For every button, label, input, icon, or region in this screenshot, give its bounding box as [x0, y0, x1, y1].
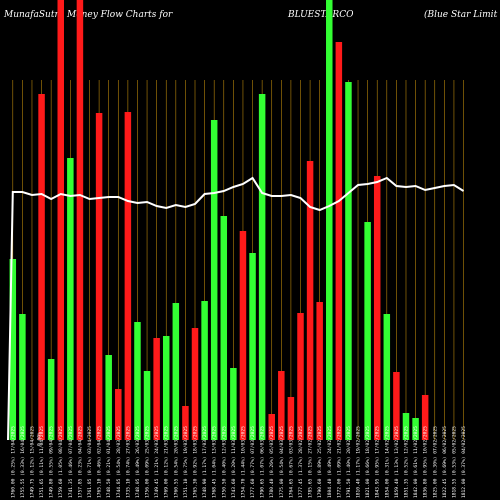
x-tick-label: 1843.95 (0.95%) 17/02/2025: [375, 426, 381, 498]
bar: [316, 302, 323, 440]
bar: [210, 120, 218, 440]
x-tick-label: 1772.00 (1.09%) 21/02/2025: [336, 426, 342, 498]
x-tick-label: 1818.55 (0.53%) 05/02/2025: [451, 426, 457, 498]
bar: [278, 371, 285, 440]
x-tick-label: 1804.40 (0.49%) 24/02/2025: [327, 426, 333, 498]
bar: [249, 253, 256, 440]
chart-title-left: MunafaSutra Money Flow Charts for: [4, 10, 173, 20]
x-tick-label: 1735.10 (0.74%) 27/03/2025: [125, 426, 131, 498]
x-tick-label: 1777.45 (1.37%) 28/02/2025: [298, 426, 304, 498]
x-tick-label: 1859.40 (1.13%) 13/02/2025: [394, 426, 400, 498]
x-tick-label: 1749.80 (0.55%) 09/04/2025: [49, 426, 55, 498]
bar: [19, 314, 26, 440]
x-tick-label: 1790.60 (0.89%) 25/02/2025: [317, 426, 323, 498]
bar: [335, 42, 343, 440]
x-tick-label: 1768.45 (1.04%) 13/03/2025: [212, 426, 218, 498]
x-tick-label: 1751.10 (0.75%) 19/03/2025: [183, 426, 189, 498]
x-tick-label: 1821.00 (0.66%) 18/02/2025: [365, 426, 371, 498]
x-tick-label: 1760.55 (0.54%) 20/03/2025: [173, 426, 179, 498]
bar: [412, 418, 419, 440]
bar: [201, 301, 208, 440]
x-tick-label: 1741.35 (0.46%) 07/04/2025: [68, 426, 74, 498]
x-tick-label: 1765.10 (0.46%) 02/04/2025: [97, 426, 103, 498]
x-tick-label: 1757.85 (0.23%) 04/04/2025: [77, 426, 83, 498]
x-tick-label: 1769.00 (0.12%) 21/03/2025: [164, 426, 170, 498]
bar: [287, 397, 295, 440]
bar: [162, 336, 170, 440]
x-tick-label: 1744.85 (0.54%) 28/03/2025: [116, 426, 122, 498]
x-tick-label: 1785.65 (0.15%) 27/02/2025: [308, 426, 314, 498]
x-tick-label: 1764.65 (0.67%) 03/03/2025: [288, 426, 294, 498]
x-tick-label: 1790.65 (1.07%) 06/03/2025: [260, 426, 266, 498]
x-tick-label: 1743.60 (0.20%) 11/03/2025: [231, 426, 237, 498]
bar: [230, 368, 237, 440]
bar: [182, 406, 189, 440]
bar: [153, 338, 160, 440]
bar: [220, 216, 228, 440]
x-tick-label: 1851.35 (0.52%) 12/02/2025: [403, 426, 409, 498]
x-tick-label: 1812.00 (0.37%) 04/02/2025: [461, 426, 467, 498]
bar: [373, 176, 381, 440]
x-tick-label: 1810.40 (1.17%) 19/02/2025: [356, 426, 362, 498]
bar: [9, 259, 17, 440]
first-change-note: 0.00%: [36, 432, 42, 446]
bar: [76, 0, 84, 440]
bar: [95, 113, 103, 440]
bar: [393, 372, 400, 440]
bar: [364, 222, 371, 440]
x-tick-label: 1748.50 (0.21%) 01/04/2025: [106, 426, 112, 498]
bar: [421, 395, 429, 440]
bar: [383, 314, 391, 440]
bar: [268, 414, 275, 440]
bar: [172, 303, 180, 440]
x-tick-label: 1775.00 (0.54%) 04/03/2025: [279, 426, 285, 498]
bars: [9, 0, 429, 440]
x-tick-label: 1825.00 (0.30%) 07/02/2025: [432, 426, 438, 498]
bar: [258, 94, 266, 440]
bar: [134, 322, 141, 440]
x-tick-label: 1748.90 (1.17%) 17/03/2025: [202, 426, 208, 498]
x-tick-label: 1836.80 (0.95%) 10/02/2025: [423, 426, 429, 498]
x-axis-labels: 1760.00 (0.25%) 17/04/2025 1755.55 (0.33%…: [10, 426, 467, 498]
bar: [47, 359, 55, 440]
bar: [402, 413, 410, 440]
bar: [326, 0, 333, 440]
chart-title-symbol: BLUESTARCO: [288, 10, 354, 20]
x-tick-label: 1755.55 (0.33%) 16/04/2025: [20, 426, 26, 498]
bar: [306, 161, 314, 440]
bar: [38, 94, 45, 440]
x-tick-label: 1822.45 (0.69%) 06/02/2025: [442, 426, 448, 498]
bar: [67, 158, 74, 440]
x-tick-label: 1754.70 (1.44%) 10/03/2025: [240, 426, 246, 498]
x-tick-label: 1765.30 (0.92%) 18/03/2025: [193, 426, 199, 498]
bar: [105, 355, 112, 440]
x-tick-label: 1749.75 (0.12%) 15/04/2025: [29, 426, 35, 498]
money-flow-line: [7, 176, 465, 441]
x-tick-label: 1756.00 (0.09%) 25/03/2025: [145, 426, 151, 498]
x-tick-label: 1750.50 (0.40%) 12/03/2025: [221, 426, 227, 498]
x-tick-label: 1749.45 (1.21%) 24/03/2025: [154, 426, 160, 498]
x-tick-label: 1854.00 (0.31%) 14/02/2025: [384, 426, 390, 498]
x-tick-label: 1761.85 (0.71%) 03/04/2025: [87, 426, 93, 498]
x-tick-label: 1777.60 (0.77%) 07/03/2025: [250, 426, 256, 498]
x-tick-label: 1842.00 (0.61%) 11/02/2025: [413, 426, 419, 498]
bar: [191, 328, 199, 440]
bar: [124, 112, 132, 440]
chart-title-right: (Blue Star Limit: [424, 10, 498, 20]
bar: [143, 371, 151, 440]
x-tick-label: 1748.05 (0.49%) 26/03/2025: [135, 426, 141, 498]
bar: [57, 0, 64, 440]
bar: [239, 231, 247, 440]
x-tick-label: 1751.65 (0.11%) 11/04/2025: [39, 426, 45, 498]
x-tick-label: 1760.00 (0.25%) 17/04/2025: [10, 426, 16, 498]
x-tick-label: 1780.40 (0.26%) 05/03/2025: [269, 426, 275, 498]
x-tick-label: 1791.50 (1.40%) 20/02/2025: [346, 426, 352, 498]
bar: [297, 313, 304, 440]
bar: [345, 82, 352, 440]
bar: [115, 389, 122, 440]
x-tick-label: 1759.60 (1.05%) 08/04/2025: [58, 426, 64, 498]
